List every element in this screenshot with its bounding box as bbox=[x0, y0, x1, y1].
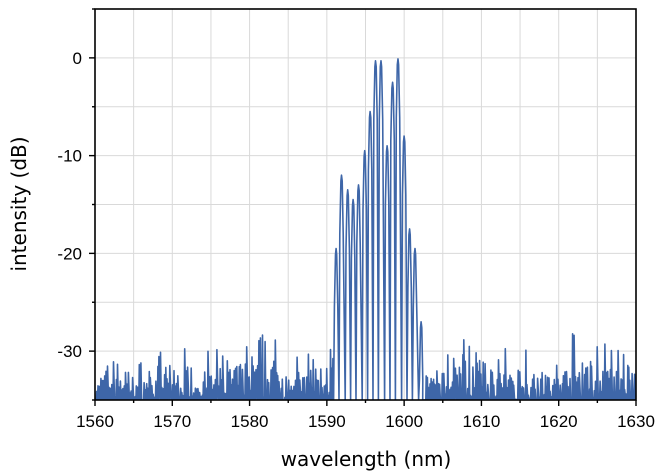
x-tick-label: 1580 bbox=[231, 412, 269, 431]
spectrum-trace bbox=[95, 58, 636, 400]
y-tick-label: -10 bbox=[57, 147, 82, 166]
x-tick-label: 1600 bbox=[385, 412, 423, 431]
axis-ticks bbox=[89, 8, 637, 406]
x-tick-label: 1620 bbox=[540, 412, 578, 431]
x-tick-label: 1610 bbox=[463, 412, 501, 431]
x-tick-label: 1630 bbox=[617, 412, 655, 431]
x-tick-labels: 1560 1570 1580 1590 1600 1610 1620 1630 bbox=[76, 412, 655, 431]
y-axis-title: intensity (dB) bbox=[7, 136, 31, 271]
x-tick-label: 1560 bbox=[76, 412, 114, 431]
x-axis-title: wavelength (nm) bbox=[281, 447, 452, 471]
y-tick-label: 0 bbox=[73, 49, 82, 68]
x-tick-label: 1590 bbox=[308, 412, 346, 431]
y-tick-label: -30 bbox=[57, 342, 82, 361]
y-tick-labels: 0 -10 -20 -30 bbox=[57, 49, 82, 361]
x-tick-label: 1570 bbox=[153, 412, 191, 431]
series-line bbox=[95, 58, 636, 400]
y-tick-label: -20 bbox=[57, 244, 82, 263]
